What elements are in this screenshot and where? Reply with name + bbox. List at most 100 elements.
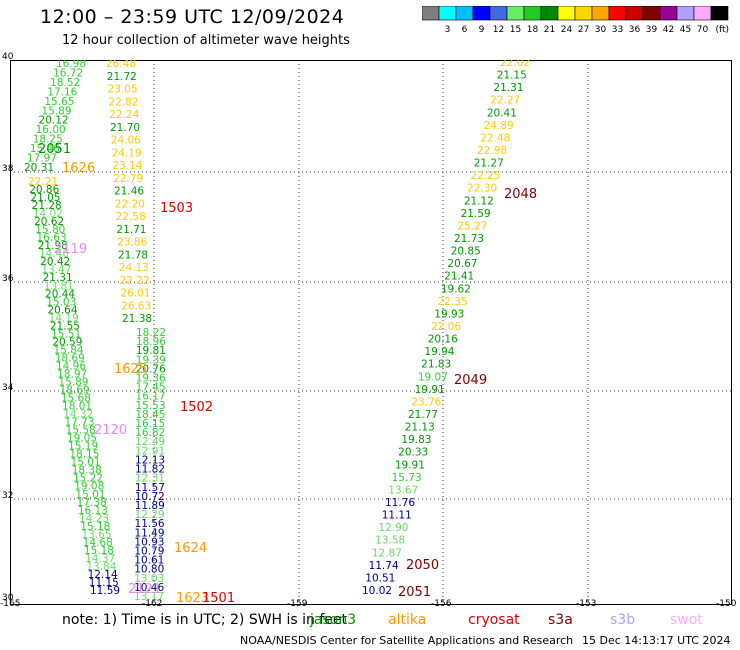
wave-height-label: 18.15 bbox=[69, 449, 99, 461]
wave-height-label: 15.80 bbox=[35, 224, 65, 236]
pass-id-label: 2049 bbox=[454, 373, 487, 388]
scale-tick-label: 15 bbox=[510, 25, 521, 35]
wave-height-label: 16.82 bbox=[135, 427, 165, 439]
wave-height-label: 12.91 bbox=[135, 445, 165, 457]
wave-height-label: 22.06 bbox=[431, 321, 461, 333]
wave-height-label: 22.21 bbox=[28, 176, 58, 188]
wave-height-label: 22.27 bbox=[490, 95, 520, 107]
wave-height-label: 20.31 bbox=[24, 162, 54, 174]
wave-height-label: 21.77 bbox=[408, 409, 438, 421]
scale-swatch bbox=[676, 6, 695, 21]
satellite-legend-item: jason3 bbox=[310, 612, 357, 628]
wave-height-label: 12.14 bbox=[88, 569, 118, 581]
wave-height-label: 19.39 bbox=[136, 354, 166, 366]
wave-height-label: 17.38 bbox=[77, 497, 107, 509]
wave-height-label: 21.31 bbox=[43, 272, 73, 284]
wave-height-label: 18.96 bbox=[136, 336, 166, 348]
wave-height-label: 13.58 bbox=[375, 535, 405, 547]
wave-height-label: 20.62 bbox=[34, 216, 64, 228]
wave-height-label: 11.56 bbox=[135, 518, 165, 530]
wave-height-label: 21.31 bbox=[493, 82, 523, 94]
wave-height-label: 12.29 bbox=[135, 509, 165, 521]
scale-tick-label: 3 bbox=[445, 25, 451, 35]
wave-height-label: 11.89 bbox=[135, 500, 165, 512]
wave-height-label: 14.68 bbox=[83, 537, 113, 549]
scale-swatch bbox=[540, 6, 559, 21]
wave-height-label: 15.46 bbox=[30, 143, 60, 155]
pass-id-label: 1502 bbox=[180, 400, 213, 415]
wave-height-label: 15.01 bbox=[75, 489, 105, 501]
wave-height-label: 11.76 bbox=[385, 497, 415, 509]
scale-tick-label: 36 bbox=[629, 25, 641, 35]
wave-height-label: 22.25 bbox=[470, 170, 500, 182]
satellite-legend-item: altika bbox=[388, 612, 427, 628]
scale-tick-label: 9 bbox=[479, 25, 485, 35]
wave-height-label: 15.18 bbox=[84, 545, 114, 557]
satellite-legend-item: swot bbox=[670, 612, 703, 628]
wave-height-label: 18.38 bbox=[72, 465, 102, 477]
wave-height-label: 15.89 bbox=[41, 105, 71, 117]
wave-height-label: 21.72 bbox=[107, 71, 137, 83]
scale-tick-label: 18 bbox=[527, 25, 539, 35]
page-title: 12:00 – 23:59 UTC 12/09/2024 bbox=[40, 6, 345, 28]
map-frame bbox=[10, 60, 732, 605]
wave-height-label: 13.65 bbox=[81, 529, 111, 541]
wave-height-label: 10.61 bbox=[134, 555, 164, 567]
longitude-tick-label: -156 bbox=[431, 599, 452, 609]
pass-id-label: 1625 bbox=[114, 362, 147, 377]
wave-height-label: 15.51 bbox=[51, 328, 81, 340]
wave-height-label: 12.13 bbox=[135, 454, 165, 466]
wave-height-label: 21.27 bbox=[474, 158, 504, 170]
wave-height-label: 10.79 bbox=[134, 545, 164, 557]
wave-height-label: 20.76 bbox=[136, 363, 166, 375]
scale-swatch bbox=[438, 6, 457, 21]
wave-height-label: 26.01 bbox=[120, 288, 150, 300]
wave-height-label: 23.86 bbox=[117, 237, 147, 249]
wave-height-label: 19.94 bbox=[424, 346, 454, 358]
wave-height-label: 16.63 bbox=[37, 232, 67, 244]
scale-swatch bbox=[659, 6, 678, 21]
wave-height-label: 21.78 bbox=[118, 249, 148, 261]
wave-height-label: 19.81 bbox=[136, 345, 166, 357]
wave-height-map: 16.9816.7218.5217.1615.6515.8920.1216.00… bbox=[10, 60, 732, 605]
wave-height-label: 18.22 bbox=[136, 327, 166, 339]
longitude-tick-label: -153 bbox=[576, 599, 597, 609]
wave-height-label: 19.91 bbox=[415, 384, 445, 396]
satellite-legend-item: cryosat bbox=[468, 612, 520, 628]
wave-height-label: 10.51 bbox=[365, 572, 395, 584]
wave-height-label: 12.31 bbox=[135, 473, 165, 485]
scale-tick-label: 21 bbox=[544, 25, 555, 35]
wave-height-label: 22.02 bbox=[500, 60, 530, 69]
wave-height-label: 18.45 bbox=[135, 409, 165, 421]
wave-height-label: 16.00 bbox=[36, 124, 66, 136]
pass-id-label: 1626 bbox=[62, 161, 95, 176]
wave-height-label: 11.11 bbox=[382, 510, 412, 522]
scale-swatch bbox=[625, 6, 644, 21]
wave-height-label: 18.97 bbox=[57, 368, 87, 380]
wave-height-label: 22.82 bbox=[108, 96, 138, 108]
wave-height-label: 16.13 bbox=[78, 505, 108, 517]
latitude-tick-label: 32 bbox=[2, 491, 14, 501]
wave-height-label: 13.81 bbox=[44, 280, 74, 292]
wave-height-label: 14.96 bbox=[56, 360, 86, 372]
wave-height-label: 11.74 bbox=[369, 560, 399, 572]
wave-height-label: 24.13 bbox=[119, 262, 149, 274]
wave-height-label: 24.19 bbox=[112, 147, 142, 159]
wave-height-label: 17.16 bbox=[47, 86, 77, 98]
wave-height-label: 17.73 bbox=[64, 417, 94, 429]
wave-height-label: 21.05 bbox=[30, 192, 60, 204]
wave-height-label: 15.22 bbox=[73, 473, 103, 485]
wave-height-label: 21.38 bbox=[122, 313, 152, 325]
wave-height-label: 18.01 bbox=[62, 401, 92, 413]
wave-height-label: 14.02 bbox=[33, 208, 63, 220]
wave-height-label: 19.83 bbox=[401, 434, 431, 446]
wave-height-label: 16.17 bbox=[136, 391, 166, 403]
scale-swatch bbox=[591, 6, 610, 21]
wave-height-label: 21.46 bbox=[114, 186, 144, 198]
wave-height-label: 20.44 bbox=[45, 288, 75, 300]
wave-height-label: 21.15 bbox=[497, 70, 527, 82]
wave-height-label: 11.49 bbox=[134, 527, 164, 539]
wave-height-label: 21.98 bbox=[38, 240, 68, 252]
wave-height-label: 21.13 bbox=[405, 422, 435, 434]
scale-swatch bbox=[574, 6, 593, 21]
